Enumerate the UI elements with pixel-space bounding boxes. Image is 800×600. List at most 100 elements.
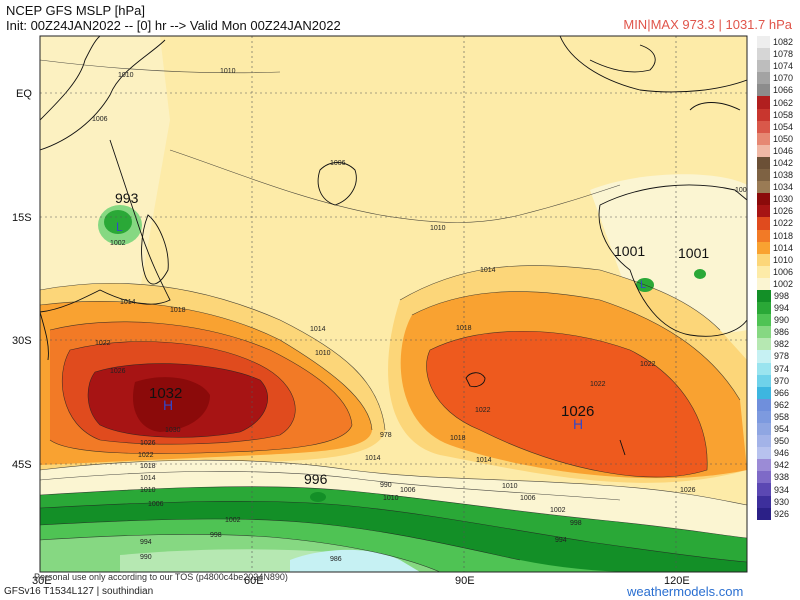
- contour-label-group: 1010101010061002101010061014101810141010…: [92, 68, 751, 563]
- contour-label: 1006: [148, 501, 164, 508]
- colorbar-level-label: 986: [774, 327, 790, 338]
- colorbar-swatch: [757, 302, 771, 315]
- usage-disclaimer: Personal use only according to our TOS (…: [34, 572, 288, 582]
- graticule: [40, 36, 747, 572]
- colorbar-entry: 1038: [757, 169, 793, 182]
- contour-label: 1002: [735, 187, 751, 194]
- colorbar-level-label: 982: [774, 339, 790, 350]
- colorbar-entry: 1030: [757, 193, 793, 206]
- colorbar-level-label: 1010: [772, 254, 793, 265]
- colorbar-swatch: [757, 169, 770, 182]
- brand-link[interactable]: weathermodels.com: [627, 584, 744, 599]
- colorbar-entry: 930: [757, 495, 793, 508]
- contour-label: 1006: [330, 160, 346, 167]
- colorbar-level-label: 1038: [772, 170, 793, 181]
- contour-label: 1022: [590, 381, 606, 388]
- contour-label: 990: [140, 554, 152, 561]
- colorbar-level-label: 990: [774, 315, 790, 326]
- high-center-value: 1032: [149, 385, 182, 402]
- contour-label: 1014: [365, 455, 381, 462]
- contour-label: 1018: [450, 435, 466, 442]
- low-center-value: 1001: [614, 243, 645, 259]
- colorbar-swatch: [757, 217, 770, 230]
- colorbar-entry: 926: [757, 507, 793, 520]
- colorbar-entry: 958: [757, 410, 793, 423]
- colorbar-swatch: [757, 410, 771, 423]
- colorbar-swatch: [757, 398, 771, 411]
- low-center-marker: L: [640, 279, 646, 291]
- contour-label: 1002: [550, 507, 566, 514]
- contour-label: 1026: [110, 368, 126, 375]
- colorbar-swatch: [757, 459, 771, 472]
- colorbar-level-label: 994: [774, 303, 790, 314]
- colorbar-level-label: 978: [774, 351, 790, 362]
- colorbar-swatch: [757, 241, 770, 254]
- colorbar-entry: 950: [757, 435, 793, 448]
- map-title: NCEP GFS MSLP [hPa]: [6, 3, 145, 18]
- contour-label: 978: [380, 432, 392, 439]
- colorbar-level-label: 1018: [772, 230, 793, 241]
- colorbar-swatch: [757, 277, 770, 290]
- colorbar-level-label: 970: [774, 375, 790, 386]
- colorbar-swatch: [757, 132, 770, 145]
- colorbar-swatch: [757, 435, 771, 448]
- low-center-value: 1001: [678, 245, 709, 261]
- colorbar-swatch: [757, 96, 770, 109]
- colorbar-swatch: [757, 507, 771, 520]
- contour-label: 1010: [140, 487, 156, 494]
- colorbar-entry: 986: [757, 326, 793, 339]
- colorbar-swatch: [757, 84, 770, 97]
- colorbar-level-label: 942: [774, 460, 790, 471]
- colorbar-swatch: [757, 120, 770, 133]
- colorbar-swatch: [757, 374, 771, 387]
- colorbar-entry: 966: [757, 386, 793, 399]
- contour-label: 1026: [140, 440, 156, 447]
- lon-label-90e: 90E: [455, 575, 475, 587]
- colorbar-swatch: [757, 338, 771, 351]
- colorbar-level-label: 1074: [772, 61, 793, 72]
- colorbar-entry: 1078: [757, 48, 793, 61]
- contour-label: 998: [210, 532, 222, 539]
- colorbar-level-label: 1022: [772, 218, 793, 229]
- lon-label-60e: 60E: [244, 575, 264, 587]
- colorbar-entry: 1010: [757, 253, 793, 266]
- colorbar-entry: 1018: [757, 229, 793, 242]
- colorbar-swatch: [757, 193, 770, 206]
- contour-label: 1022: [475, 407, 491, 414]
- contour-label: 1010: [220, 68, 236, 75]
- contour-label: 1006: [400, 487, 416, 494]
- colorbar-swatch: [757, 60, 770, 73]
- colorbar-swatch: [757, 156, 770, 170]
- colorbar-level-label: 1062: [772, 97, 793, 108]
- colorbar-level-label: 954: [774, 424, 790, 435]
- colorbar-level-label: 958: [774, 411, 790, 422]
- colorbar-swatch: [757, 181, 770, 194]
- colorbar-level-label: 930: [774, 496, 790, 507]
- colorbar-level-label: 938: [774, 472, 790, 483]
- colorbar-entry: 1070: [757, 72, 793, 85]
- lat-label-45s: 45S: [12, 459, 32, 471]
- contour-label: 994: [140, 539, 152, 546]
- colorbar-entry: 982: [757, 338, 793, 351]
- colorbar-level-label: 962: [774, 399, 790, 410]
- colorbar-entry: 1054: [757, 120, 793, 133]
- colorbar-legend: 1082 1078 1074 1070 1066 1062 1058 1054 1050 1046…: [757, 36, 793, 520]
- colorbar-level-label: 974: [774, 363, 790, 374]
- colorbar-swatch: [757, 350, 771, 363]
- lat-label-eq: EQ: [16, 88, 32, 100]
- colorbar-swatch: [757, 48, 770, 61]
- lat-label-30s: 30S: [12, 335, 32, 347]
- colorbar-level-label: 926: [774, 508, 790, 519]
- colorbar-entry: 1022: [757, 217, 793, 230]
- colorbar-entry: 1042: [757, 156, 793, 170]
- colorbar-level-label: 1046: [772, 145, 793, 156]
- init-valid-time: Init: 00Z24JAN2022 -- [0] hr --> Valid M…: [6, 18, 341, 33]
- isobars: [40, 59, 747, 572]
- colorbar-entry: 1066: [757, 84, 793, 97]
- contour-label: 1010: [430, 225, 446, 232]
- colorbar-entry: 954: [757, 423, 793, 436]
- colorbar-entry: 1002: [757, 277, 793, 290]
- colorbar-swatch: [757, 36, 770, 49]
- map-frame: [39, 35, 748, 573]
- colorbar-entry: 990: [757, 314, 793, 327]
